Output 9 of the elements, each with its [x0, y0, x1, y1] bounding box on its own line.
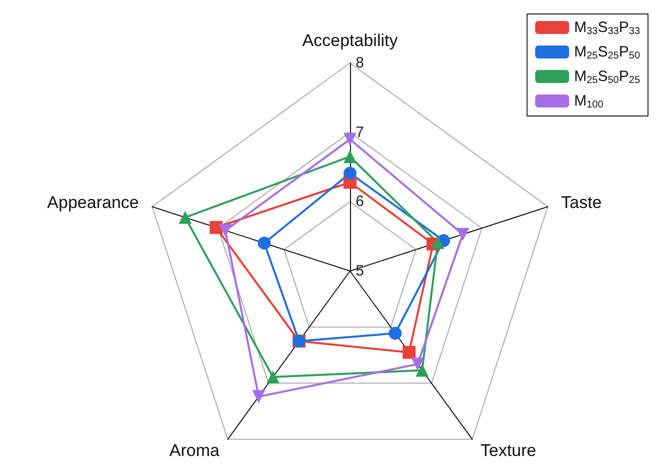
- y-tick-label: 8: [356, 54, 364, 72]
- spoke-label: Taste: [561, 192, 602, 212]
- spoke-label: Acceptability: [302, 31, 398, 50]
- spoke-label: Aroma: [169, 441, 220, 460]
- y-tick-label: 7: [356, 124, 364, 141]
- spoke-label: Texture: [480, 441, 536, 460]
- y-tick-label: 6: [356, 193, 364, 210]
- spoke-label: Appearance: [47, 192, 139, 212]
- y-tick-label: 5: [356, 262, 364, 280]
